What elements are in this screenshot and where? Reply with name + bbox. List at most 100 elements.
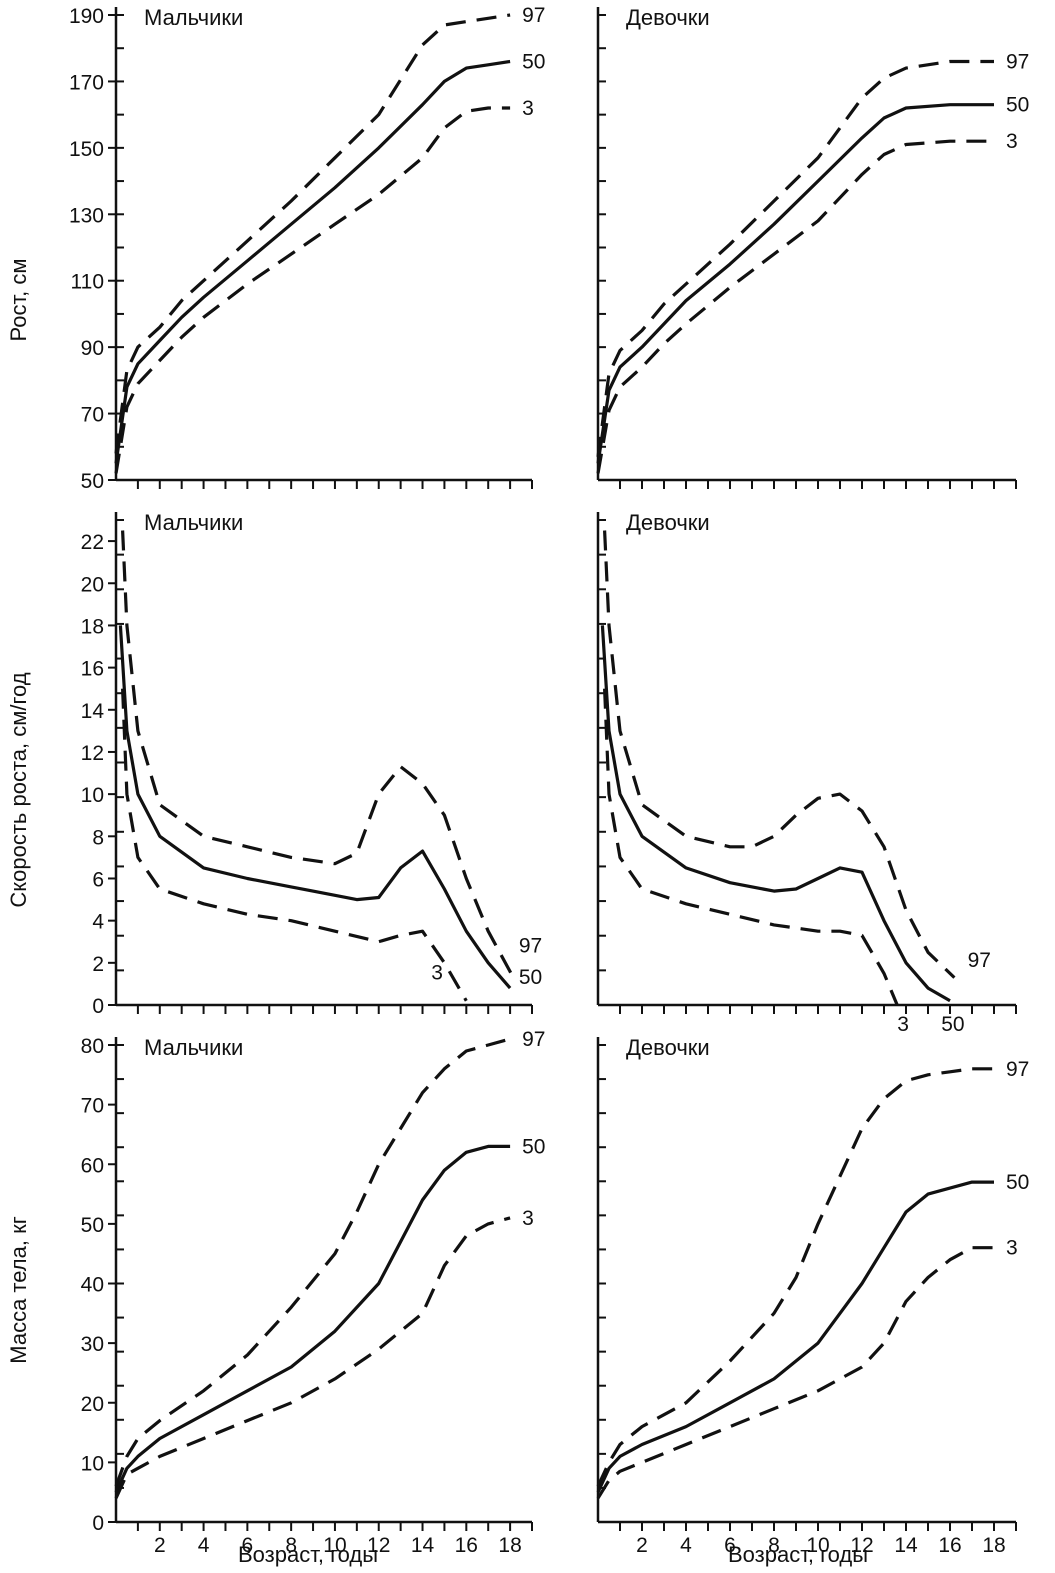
y-tick-label: 60 bbox=[81, 1154, 104, 1177]
chart-title: Девочки bbox=[626, 1035, 710, 1060]
chart-title: Девочки bbox=[626, 510, 710, 535]
series-label-3: 3 bbox=[522, 97, 534, 120]
y-tick-label: 190 bbox=[69, 5, 104, 28]
x-tick-label: 6 bbox=[724, 1534, 736, 1557]
x-tick-label: 12 bbox=[367, 1534, 390, 1557]
series-label-50: 50 bbox=[522, 1135, 545, 1158]
y-tick-label: 20 bbox=[81, 1393, 104, 1416]
y-tick-label: 70 bbox=[81, 1095, 104, 1118]
chart-title: Мальчики bbox=[144, 5, 243, 30]
series-label-97: 97 bbox=[1006, 1058, 1029, 1081]
series-label-97: 97 bbox=[522, 4, 545, 27]
y-tick-label: 40 bbox=[81, 1274, 104, 1297]
x-axis-label-right: Возраст, годы bbox=[728, 1542, 868, 1567]
series-line-3 bbox=[121, 688, 468, 1002]
series-label-50: 50 bbox=[522, 51, 545, 74]
y-axis-label-weight: Масса тела, кг bbox=[6, 1216, 31, 1363]
x-tick-label: 6 bbox=[242, 1534, 254, 1557]
x-tick-label: 16 bbox=[938, 1534, 961, 1557]
x-tick-label: 2 bbox=[636, 1534, 648, 1557]
x-tick-label: 14 bbox=[894, 1534, 918, 1557]
y-tick-label: 10 bbox=[81, 784, 104, 807]
chart-panel-3: 0 2 4 6 8 10 12 14 16 18 20 22 Мальчики 97 50 3 bbox=[81, 510, 543, 1018]
series-line-50 bbox=[596, 103, 994, 464]
x-tick-label: 14 bbox=[411, 1534, 435, 1557]
series-label-3: 3 bbox=[1006, 1237, 1018, 1260]
y-tick-label: 130 bbox=[69, 204, 104, 227]
x-tick-label: 18 bbox=[982, 1534, 1005, 1557]
y-tick-label: 8 bbox=[92, 826, 104, 849]
chart-panel-4: Девочки 97 50 3 bbox=[596, 510, 1017, 1036]
y-tick-label: 12 bbox=[81, 742, 104, 765]
series-line-97 bbox=[603, 530, 956, 979]
y-tick-label: 170 bbox=[69, 71, 104, 94]
y-tick-label: 16 bbox=[81, 658, 104, 681]
chart-title: Мальчики bbox=[144, 1035, 243, 1060]
series-line-3 bbox=[603, 688, 899, 1006]
series-line-97 bbox=[596, 1067, 994, 1487]
series-line-97 bbox=[121, 530, 516, 981]
series-line-50 bbox=[596, 1180, 994, 1493]
x-tick-label: 12 bbox=[850, 1534, 873, 1557]
y-tick-label: 50 bbox=[81, 1214, 104, 1237]
y-tick-label: 30 bbox=[81, 1333, 104, 1356]
chart-title: Мальчики bbox=[144, 510, 243, 535]
y-tick-label: 110 bbox=[71, 271, 104, 294]
x-tick-label: 2 bbox=[154, 1534, 166, 1557]
series-line-97 bbox=[114, 1037, 511, 1487]
y-tick-label: 70 bbox=[81, 404, 104, 427]
y-tick-label: 4 bbox=[92, 911, 104, 934]
y-axis-label-height: Рост, см bbox=[6, 259, 31, 342]
y-tick-label: 90 bbox=[81, 337, 104, 360]
series-line-3 bbox=[114, 106, 511, 474]
chart-panel-6: 2 4 6 8 10 12 14 16 18 Девочки 97 50 3 bbox=[596, 1035, 1029, 1557]
series-line-97 bbox=[114, 13, 511, 454]
series-label-97: 97 bbox=[1006, 51, 1029, 74]
x-tick-label: 8 bbox=[285, 1534, 297, 1557]
chart-panel-1: 50 70 90 110 130 150 170 190 Мальчики 97 50 3 bbox=[69, 4, 546, 493]
y-tick-label: 2 bbox=[92, 953, 104, 976]
x-tick-label: 18 bbox=[498, 1534, 521, 1557]
series-label-50: 50 bbox=[1006, 1171, 1029, 1194]
series-label-97: 97 bbox=[968, 949, 991, 972]
y-tick-label: 18 bbox=[81, 615, 104, 638]
x-tick-label: 10 bbox=[806, 1534, 829, 1557]
y-tick-label: 80 bbox=[81, 1035, 104, 1058]
series-label-3: 3 bbox=[897, 1013, 909, 1036]
series-label-50: 50 bbox=[1006, 94, 1029, 117]
y-tick-label: 150 bbox=[69, 138, 104, 161]
series-line-3 bbox=[596, 139, 994, 474]
y-tick-label: 20 bbox=[81, 573, 104, 596]
y-tick-label: 0 bbox=[92, 1512, 104, 1535]
x-tick-label: 4 bbox=[680, 1534, 692, 1557]
series-label-97: 97 bbox=[519, 934, 542, 957]
x-tick-label: 16 bbox=[455, 1534, 478, 1557]
chart-panel-2: Девочки 97 50 3 bbox=[596, 5, 1029, 489]
series-label-3: 3 bbox=[431, 962, 443, 985]
y-tick-label: 22 bbox=[81, 531, 104, 554]
series-line-97 bbox=[596, 59, 994, 458]
series-line-50 bbox=[114, 1144, 511, 1493]
series-label-50: 50 bbox=[519, 966, 542, 989]
x-tick-label: 10 bbox=[323, 1534, 346, 1557]
y-tick-label: 50 bbox=[81, 470, 104, 493]
y-axis-label-velocity: Скорость роста, см/год bbox=[6, 672, 31, 907]
y-tick-label: 10 bbox=[81, 1452, 104, 1475]
series-label-3: 3 bbox=[1006, 130, 1018, 153]
x-tick-label: 4 bbox=[198, 1534, 210, 1557]
series-line-3 bbox=[596, 1246, 994, 1500]
y-tick-label: 0 bbox=[92, 995, 104, 1018]
series-line-3 bbox=[114, 1216, 511, 1499]
series-line-50 bbox=[118, 625, 512, 990]
series-line-50 bbox=[114, 59, 511, 464]
x-tick-label: 8 bbox=[768, 1534, 780, 1557]
y-tick-label: 14 bbox=[81, 700, 105, 723]
series-label-50: 50 bbox=[941, 1013, 964, 1036]
series-label-3: 3 bbox=[522, 1207, 534, 1230]
chart-title: Девочки bbox=[626, 5, 710, 30]
series-line-50 bbox=[600, 625, 951, 1003]
x-axis-label-left: Возраст, годы bbox=[238, 1542, 378, 1567]
y-tick-label: 6 bbox=[92, 868, 104, 891]
series-label-97: 97 bbox=[522, 1028, 545, 1051]
